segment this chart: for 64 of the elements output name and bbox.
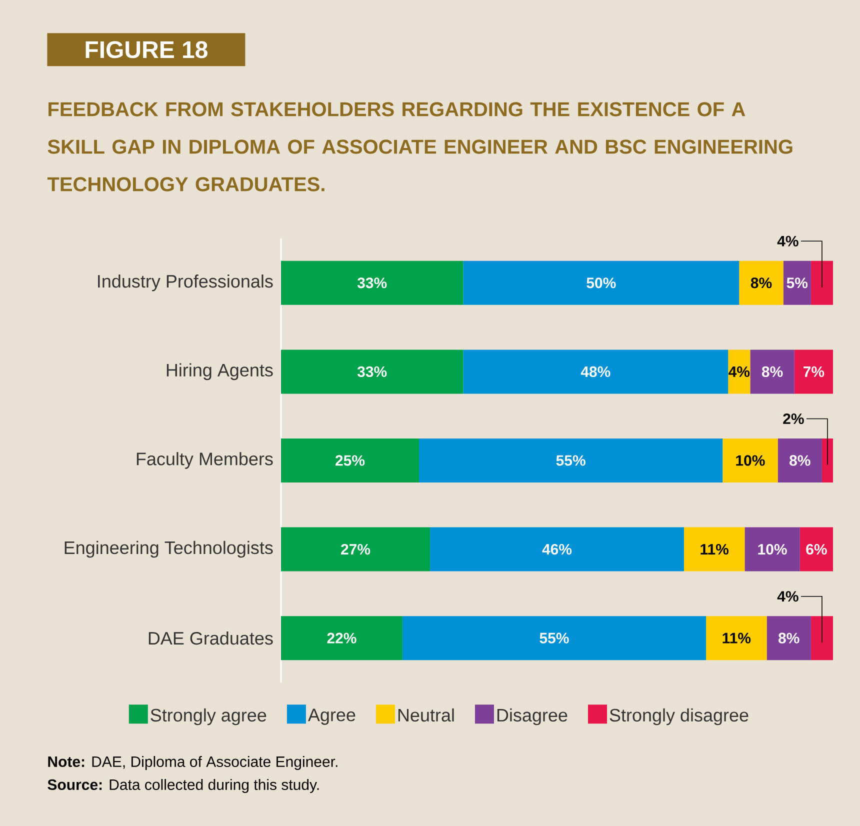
bar bbox=[750, 350, 794, 394]
bar bbox=[794, 350, 834, 394]
data-label: 8% bbox=[750, 278, 772, 288]
data-label: 4% bbox=[777, 236, 798, 246]
y-tick-label: Faculty Members bbox=[136, 452, 273, 469]
data-label: 25% bbox=[336, 455, 365, 466]
bar bbox=[810, 616, 834, 660]
data-label: 46% bbox=[542, 544, 572, 555]
data-label: 48% bbox=[580, 366, 610, 377]
data-label: 33% bbox=[357, 278, 387, 288]
data-label: 27% bbox=[341, 544, 370, 555]
legend-label: Neutral bbox=[398, 708, 454, 722]
data-label: 50% bbox=[586, 278, 616, 288]
bar bbox=[281, 527, 430, 572]
data-label: 22% bbox=[327, 632, 356, 644]
y-tick-label: DAE Graduates bbox=[148, 631, 273, 645]
bar bbox=[783, 260, 811, 305]
data-label: 7% bbox=[803, 366, 824, 377]
bar bbox=[728, 350, 750, 394]
bar bbox=[684, 527, 745, 572]
data-label: 33% bbox=[357, 366, 387, 378]
data-label: 4% bbox=[728, 366, 750, 377]
bar bbox=[419, 438, 723, 482]
bar bbox=[722, 438, 778, 482]
bar bbox=[706, 616, 767, 660]
bar bbox=[430, 527, 684, 572]
bar bbox=[810, 260, 834, 305]
bar bbox=[281, 350, 464, 394]
bar bbox=[778, 438, 822, 482]
data-label: 4% bbox=[777, 591, 798, 602]
chart-subtitle: FEEDBACK FROM STAKEHOLDERS REGARDING THE EXISTENCE OF A SKILL GAP IN DIPLOMA OF ASSOCIATE ENGINEER AND BSC ENGINEERING TECHNOLOGY GRADUATES. bbox=[47, 102, 792, 192]
text: Note: DAE, Diploma of Associate Engineer. bbox=[48, 756, 338, 770]
data-label: 10% bbox=[758, 544, 787, 555]
data-label: 8% bbox=[762, 366, 783, 377]
legend-label: Disagree bbox=[497, 708, 568, 726]
bar bbox=[463, 260, 740, 305]
bar bbox=[281, 260, 464, 305]
y-tick-label: Engineering Technologists bbox=[64, 540, 273, 558]
data-label: 8% bbox=[778, 632, 800, 644]
bar bbox=[739, 260, 784, 305]
bar bbox=[800, 527, 834, 572]
legend-label: Agree bbox=[308, 708, 356, 725]
bar bbox=[281, 438, 420, 482]
data-label: 11% bbox=[700, 544, 729, 555]
legend-label: Strongly agree bbox=[150, 708, 266, 726]
bar bbox=[281, 616, 402, 660]
bar bbox=[766, 616, 811, 660]
y-tick-label: Industry Professionals bbox=[98, 274, 273, 292]
text: Source: Data collected during this study. bbox=[48, 778, 319, 793]
bar bbox=[822, 438, 834, 482]
data-label: 55% bbox=[556, 455, 586, 466]
legend-label: Strongly disagree bbox=[610, 708, 748, 726]
y-tick-label: Hiring Agents bbox=[166, 363, 273, 380]
data-label: 5% bbox=[786, 278, 808, 288]
data-label: 6% bbox=[806, 544, 827, 555]
data-label: 8% bbox=[790, 455, 810, 466]
bar bbox=[744, 527, 800, 572]
data-label: 2% bbox=[783, 413, 804, 424]
data-label: 11% bbox=[722, 632, 751, 644]
bar bbox=[463, 350, 728, 394]
data-label: 55% bbox=[540, 632, 569, 644]
chart-title: FIGURE 18 bbox=[86, 41, 208, 58]
bar bbox=[402, 616, 706, 660]
data-label: 10% bbox=[736, 455, 765, 466]
